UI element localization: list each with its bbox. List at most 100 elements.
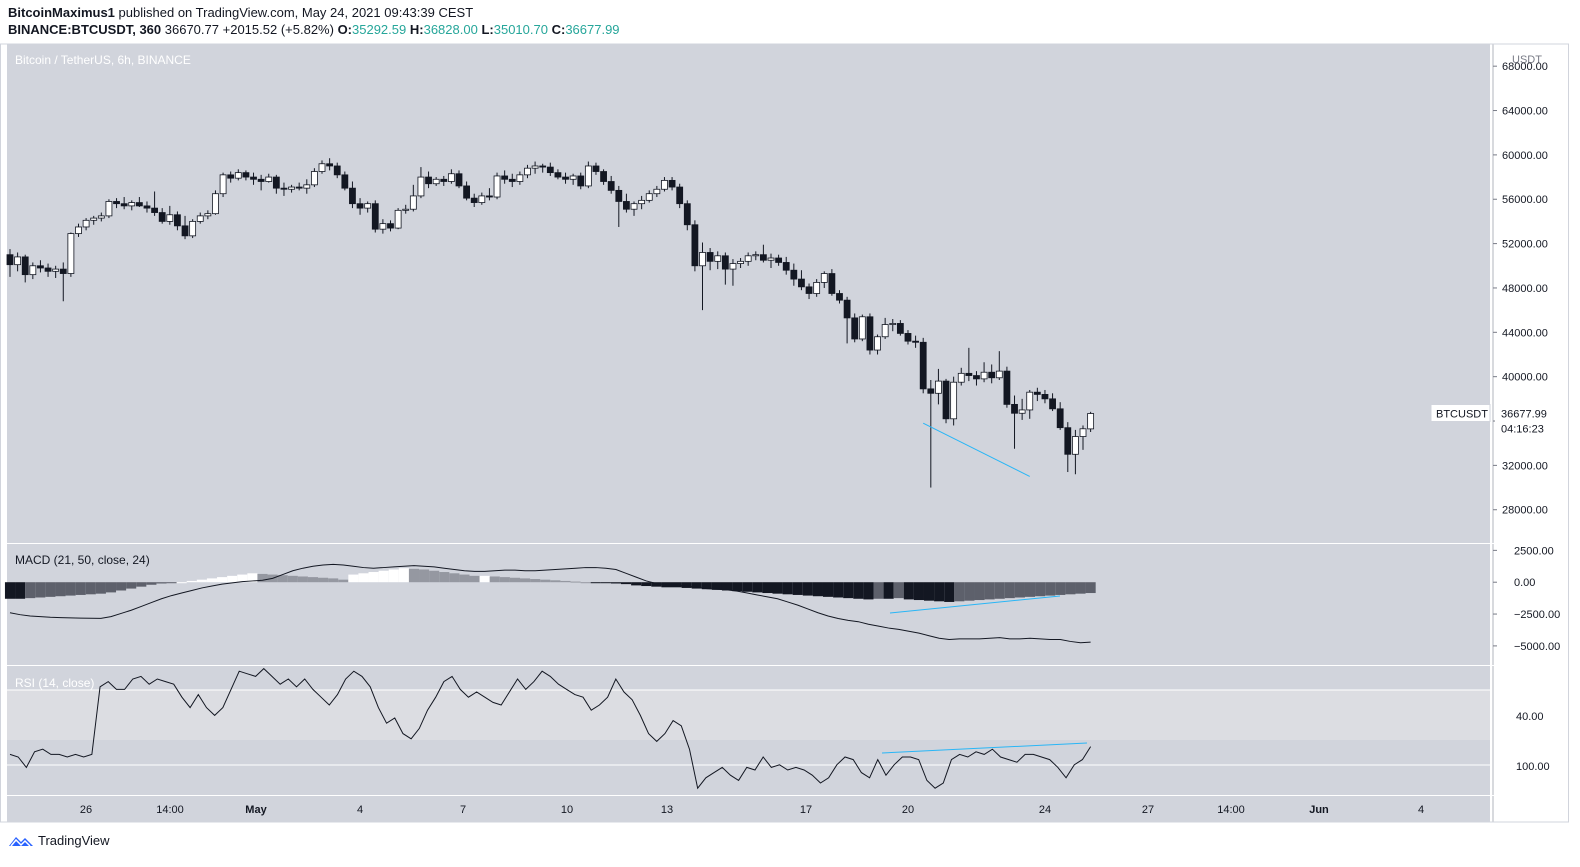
candle [1087,413,1095,430]
candle [881,324,889,338]
candle [524,167,531,176]
candle [752,254,760,257]
candle [44,267,52,272]
candle [463,185,471,199]
macd-histogram-bar [691,582,702,589]
candle [569,175,577,180]
time-tick-label: 13 [661,804,673,816]
macd-histogram-bar [186,580,197,583]
macd-histogram-bar [277,575,288,583]
candle [1064,427,1072,455]
candle [371,203,379,230]
candle [234,172,242,179]
candle [790,269,798,280]
candle [607,181,615,191]
candle [721,255,729,270]
time-tick-label: May [245,804,267,816]
candle [912,340,919,343]
candle [874,336,881,351]
candle [1072,436,1079,455]
symbol-tag-label: BTCUSDT [1436,409,1488,421]
candle [851,317,859,340]
candle [493,175,501,198]
open-value: 35292.59 [352,22,407,37]
candle [257,178,265,182]
macd-histogram-bar [15,582,26,599]
macd-histogram-bar [348,574,359,583]
macd-histogram-bar [1035,582,1046,597]
symbol-line: BINANCE:BTCUSDT, 360 [8,22,162,37]
price-tick-label: 64000.00 [1502,106,1548,118]
candle [272,176,280,189]
candle [166,214,174,222]
candle [623,201,630,210]
macd-histogram-bar [65,582,76,596]
macd-histogram-bar [509,577,521,583]
candle [128,202,136,207]
published-text: published on TradingView.com, May 24, 20… [118,5,474,20]
candle [333,165,341,176]
candle [950,381,958,420]
candle [1003,370,1011,405]
candle [813,282,821,294]
open-label: O: [337,22,353,37]
price-tick-label: 28000.00 [1502,505,1548,517]
macd-histogram-bar [25,582,36,599]
candle [455,173,463,187]
macd-histogram-bar [1014,582,1025,598]
candle [805,286,813,294]
macd-histogram-bar [489,576,500,583]
macd-histogram-bar [439,572,450,583]
macd-histogram-bar [621,582,632,585]
candle [310,171,318,186]
candle [988,371,996,379]
candle [174,214,181,227]
candle [546,166,554,174]
candle [554,172,562,178]
macd-histogram-bar [782,582,793,595]
macd-tick-label: −2500.00 [1514,609,1560,621]
macd-histogram-bar [520,578,531,583]
macd-histogram-bar [368,572,379,583]
candle [387,223,394,229]
candle [181,225,189,237]
candle [14,256,22,266]
candle [798,278,805,288]
macd-histogram-bar [732,582,743,592]
candle [699,252,706,267]
candle [889,323,897,325]
candle [744,255,752,262]
candle [1011,403,1018,414]
time-tick-label: 17 [800,804,812,816]
price-pane [7,44,1490,543]
macd-histogram-bar [287,575,298,583]
candle [75,226,82,235]
candle [935,380,942,394]
candle [973,375,980,380]
candle [759,254,767,261]
rsi-tick-label: 40.00 [1516,711,1544,723]
candle [1033,391,1041,395]
macd-histogram-bar [378,570,389,583]
macd-histogram-bar [701,582,712,590]
candle [714,255,722,262]
price-tick-label: 48000.00 [1502,283,1548,295]
macd-histogram-bar [964,582,975,601]
candle [356,203,364,209]
candle [539,165,547,168]
macd-histogram-bar [227,575,238,583]
rsi-tick-label: 100.00 [1516,761,1550,773]
footer-brand[interactable]: TradingView [8,833,110,848]
candle [295,186,303,189]
price-axis-unit: USDT [1512,54,1542,66]
author-name[interactable]: BitcoinMaximus1 [8,5,115,20]
candle [105,201,113,217]
last-price: 36670.77 [164,22,219,37]
macd-histogram-bar [530,579,541,583]
price-pane-title: Bitcoin / TetherUS, 6h, BINANCE [15,53,191,67]
candle [364,203,372,209]
low-value: 35010.70 [493,22,548,37]
macd-histogram-bar [883,582,894,599]
candle [1056,408,1064,429]
